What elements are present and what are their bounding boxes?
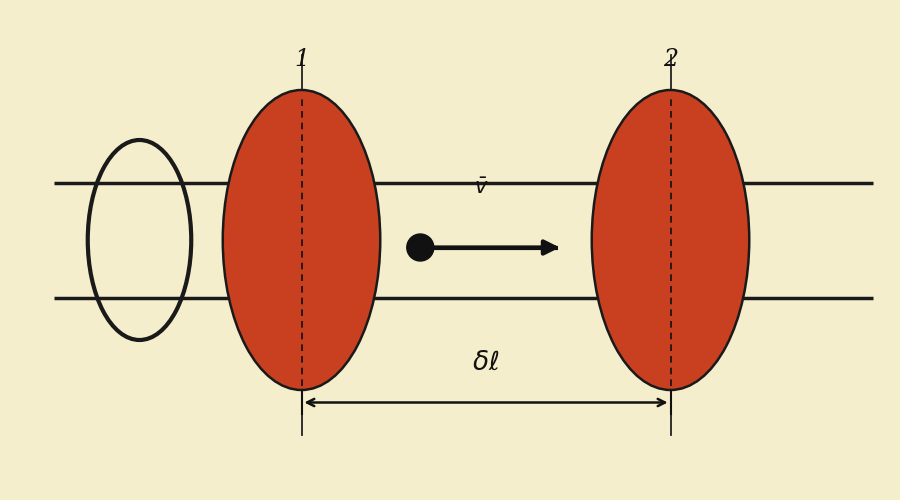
- Text: $\delta\ell$: $\delta\ell$: [472, 350, 500, 375]
- Text: 1: 1: [294, 48, 309, 72]
- Ellipse shape: [223, 90, 380, 390]
- Text: 2: 2: [663, 48, 678, 72]
- Ellipse shape: [592, 90, 749, 390]
- Ellipse shape: [407, 234, 434, 261]
- Text: $\bar{v}$: $\bar{v}$: [474, 178, 489, 198]
